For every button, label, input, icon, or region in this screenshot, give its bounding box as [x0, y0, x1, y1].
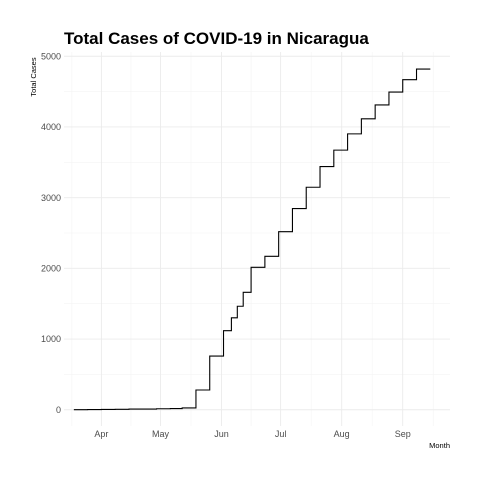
- y-tick-label: 3000: [41, 193, 61, 203]
- series-line-total-cases: [74, 69, 430, 410]
- y-tick-label: 4000: [41, 122, 61, 132]
- y-axis-ticks: 0 1000 2000 3000 4000 5000: [41, 51, 61, 414]
- x-tick-label: Apr: [94, 429, 108, 439]
- x-axis-ticks: Apr May Jun Jul Aug Sep: [94, 429, 410, 439]
- x-tick-label: May: [152, 429, 170, 439]
- y-tick-label: 0: [56, 405, 61, 415]
- x-tick-label: Sep: [395, 429, 411, 439]
- series-layer: [74, 69, 430, 410]
- x-tick-label: Aug: [334, 429, 350, 439]
- x-tick-label: Jul: [275, 429, 287, 439]
- y-tick-label: 1000: [41, 334, 61, 344]
- x-tick-label: Jun: [214, 429, 229, 439]
- chart-title: Total Cases of COVID-19 in Nicaragua: [64, 29, 369, 48]
- y-tick-label: 5000: [41, 51, 61, 61]
- y-axis-title: Total Cases: [29, 57, 38, 96]
- x-axis-title: Month: [429, 441, 450, 450]
- grid-lines: [64, 52, 450, 426]
- y-tick-label: 2000: [41, 264, 61, 274]
